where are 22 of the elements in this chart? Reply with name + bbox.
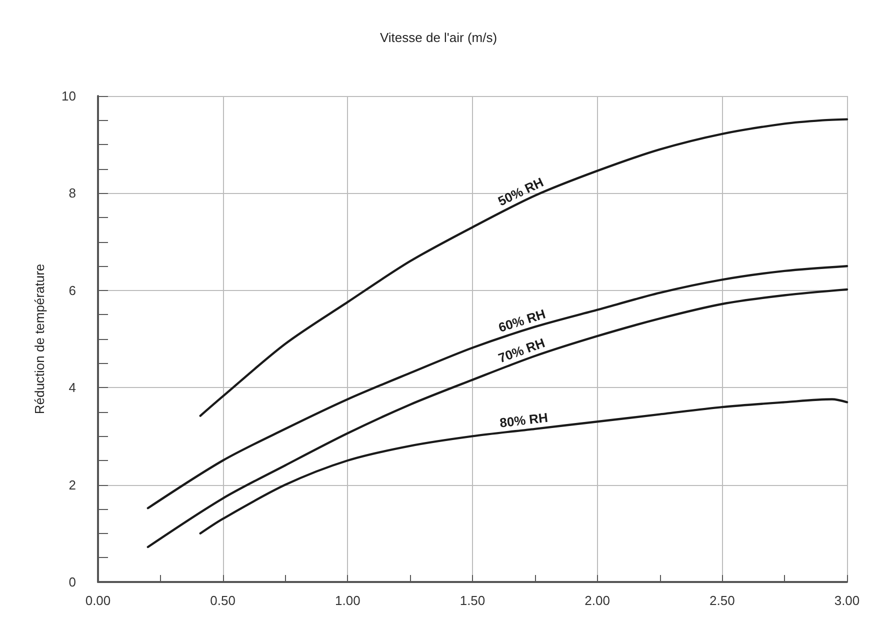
y-axis-title: Réduction de température [32,264,47,414]
line-series [199,398,848,534]
text: 80% RH [498,410,549,430]
text: 50% RH [496,174,546,209]
y-tick-label: 2 [68,477,76,492]
x-tick-label: 3.00 [834,593,860,608]
x-tick-label: 0.00 [85,593,111,608]
text: 60% RH [496,306,548,336]
x-tick-label: 0.50 [210,593,236,608]
line-series [146,265,848,510]
text: 70% RH [496,335,547,366]
y-tick-label: 4 [68,380,76,396]
y-tick-label: 6 [68,282,76,298]
y-tick-label: 10 [62,88,76,104]
x-tick-label: 1.00 [335,593,360,608]
y-tick-label: 8 [68,186,76,201]
x-tick-label: 2.50 [710,593,735,608]
x-tick-label: 2.00 [584,593,610,608]
x-tick-label: 1.50 [460,593,486,608]
x-axis-title: Vitesse de l'air (m/s) [380,30,498,45]
line-series [146,288,848,548]
y-tick-label: 0 [68,574,76,590]
